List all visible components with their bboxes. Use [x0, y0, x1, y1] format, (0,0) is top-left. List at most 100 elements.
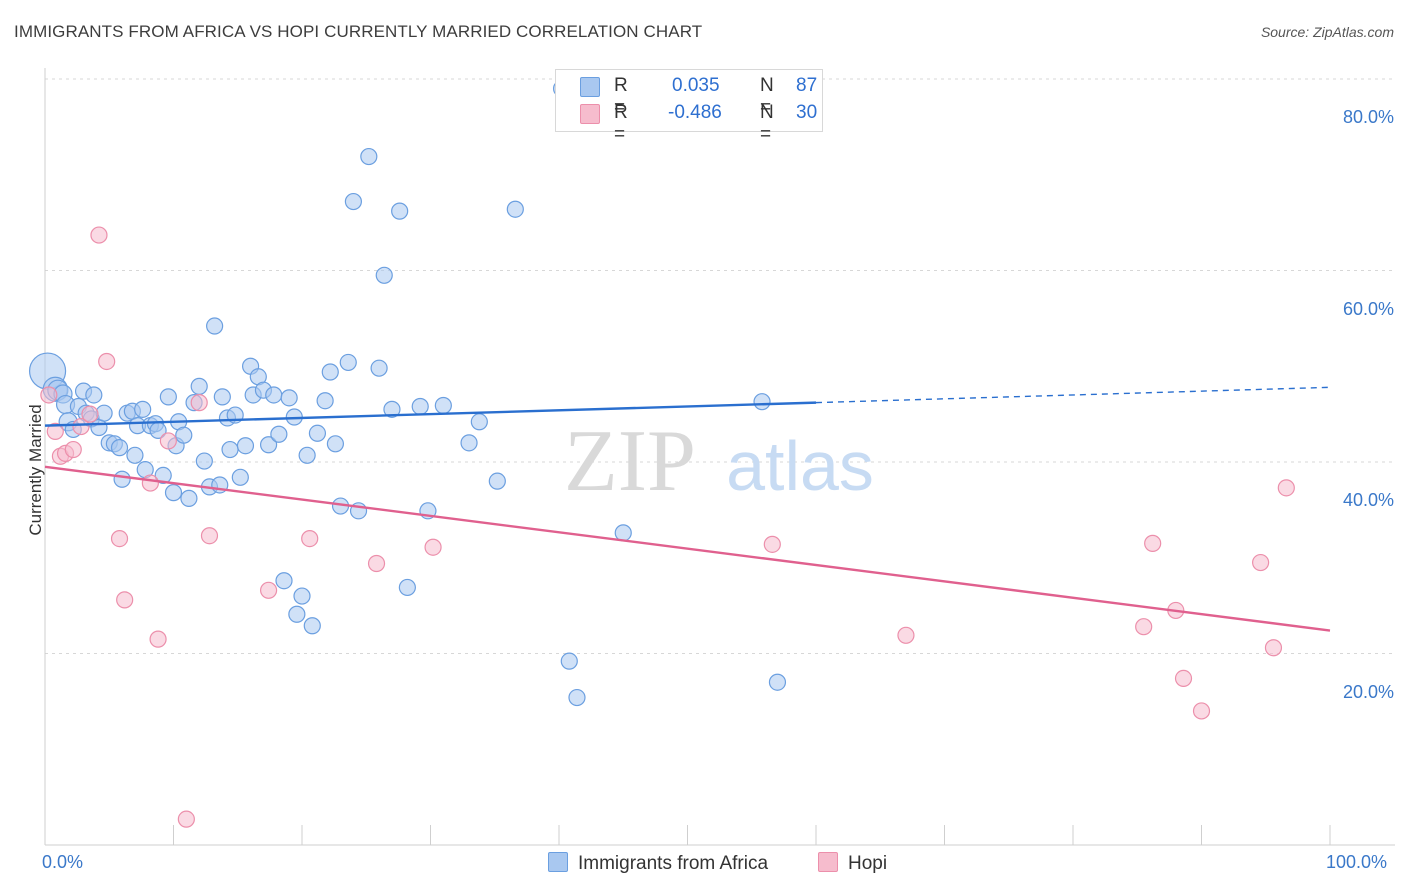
- legend-r-label: R =: [614, 102, 628, 145]
- hopi-point: [46, 422, 64, 440]
- africa-point: [316, 392, 334, 410]
- hopi-point: [259, 581, 278, 599]
- legend-n-value: 30: [796, 102, 818, 123]
- africa-point: [360, 147, 378, 166]
- africa-point: [221, 440, 239, 459]
- hopi-point: [424, 538, 442, 556]
- y-tick-label: 40.0%: [1342, 490, 1394, 510]
- africa-point: [326, 435, 345, 453]
- africa-point: [560, 652, 578, 670]
- africa-point: [391, 202, 409, 220]
- africa-point: [308, 424, 327, 442]
- legend-swatch-africa: [580, 77, 600, 97]
- bottom-legend-hopi: Hopi: [818, 852, 887, 875]
- hopi-point: [367, 554, 386, 573]
- hopi-point: [81, 405, 99, 423]
- africa-point: [375, 266, 393, 284]
- series-hopi-points: [40, 226, 1295, 828]
- africa-point: [280, 389, 298, 407]
- hopi-point: [1277, 479, 1295, 497]
- africa-point: [134, 400, 152, 418]
- watermark-atlas: atlas: [726, 427, 874, 505]
- africa-point: [288, 605, 306, 623]
- x-tick-label-max: 100.0%: [1326, 852, 1388, 872]
- africa-point: [195, 452, 213, 470]
- hopi-point: [190, 394, 208, 412]
- africa-point: [126, 446, 144, 464]
- bottom-legend-africa: Immigrants from Africa: [548, 852, 768, 875]
- africa-point: [259, 436, 278, 454]
- africa-point: [488, 472, 506, 490]
- africa-point: [206, 317, 224, 335]
- africa-point: [303, 617, 321, 635]
- africa-point: [180, 489, 198, 507]
- hopi-point: [149, 630, 167, 648]
- hopi-point: [177, 810, 195, 828]
- africa-point: [344, 192, 362, 211]
- legend-n-value: 87: [796, 75, 818, 96]
- africa-point: [614, 524, 632, 542]
- africa-point: [411, 397, 429, 416]
- africa-point: [321, 363, 339, 381]
- hopi-point: [763, 535, 781, 553]
- legend-r-value: 0.035: [672, 75, 720, 96]
- series-africa-points: [28, 79, 787, 707]
- africa-point: [434, 396, 452, 415]
- africa-point: [298, 446, 316, 464]
- trend-line-africa-extension: [815, 386, 1331, 404]
- hopi-point: [301, 529, 319, 548]
- hopi-point: [98, 352, 116, 371]
- legend-n-label: N =: [760, 102, 774, 145]
- africa-point: [236, 437, 255, 455]
- bottom-legend-swatch-africa: [548, 852, 568, 872]
- africa-point: [231, 468, 249, 486]
- chart-title: IMMIGRANTS FROM AFRICA VS HOPI CURRENTLY…: [14, 22, 703, 41]
- axes: [44, 68, 1395, 846]
- hopi-point: [200, 527, 219, 545]
- africa-point: [339, 353, 357, 372]
- hopi-point: [110, 529, 129, 548]
- hopi-point: [1252, 553, 1270, 572]
- africa-point: [370, 359, 388, 377]
- africa-point: [383, 400, 401, 418]
- africa-point: [470, 413, 488, 431]
- hopi-point: [1135, 618, 1153, 636]
- africa-point: [113, 470, 131, 488]
- bottom-legend-label-hopi: Hopi: [848, 853, 888, 874]
- africa-point: [110, 439, 129, 457]
- hopi-point: [1174, 669, 1193, 687]
- africa-point: [175, 426, 193, 444]
- trend-line-hopi: [44, 465, 1331, 632]
- africa-point: [506, 200, 524, 218]
- africa-point: [159, 388, 177, 406]
- y-axis-label: Currently Married: [26, 404, 45, 536]
- africa-point: [768, 673, 787, 691]
- hopi-point: [72, 417, 90, 436]
- africa-point: [85, 386, 103, 404]
- africa-point: [398, 578, 416, 597]
- y-tick-label: 80.0%: [1342, 107, 1394, 127]
- hopi-point: [64, 440, 82, 459]
- trend-lines: [44, 386, 1331, 632]
- hopi-point: [40, 386, 58, 404]
- africa-point: [270, 425, 288, 443]
- hopi-point: [141, 474, 159, 492]
- stats-legend: R = 0.035 N = 87 R = -0.486 N = 30: [555, 69, 823, 145]
- hopi-point: [1264, 639, 1283, 657]
- hopi-point: [90, 226, 108, 244]
- africa-point: [568, 688, 586, 707]
- africa-point: [190, 377, 208, 395]
- legend-n-label: N =: [760, 75, 774, 118]
- legend-swatch-hopi: [580, 104, 600, 124]
- hopi-point: [159, 432, 177, 450]
- africa-point: [154, 466, 172, 485]
- legend-r-label: R =: [614, 75, 628, 118]
- hopi-point: [897, 626, 915, 644]
- hopi-point: [1192, 702, 1211, 720]
- y-tick-label: 20.0%: [1342, 681, 1394, 702]
- africa-point: [460, 434, 478, 452]
- africa-point: [275, 572, 293, 590]
- watermark-zip: ZIP: [564, 413, 696, 510]
- africa-point: [753, 393, 771, 411]
- bottom-legend-label-africa: Immigrants from Africa: [578, 853, 769, 874]
